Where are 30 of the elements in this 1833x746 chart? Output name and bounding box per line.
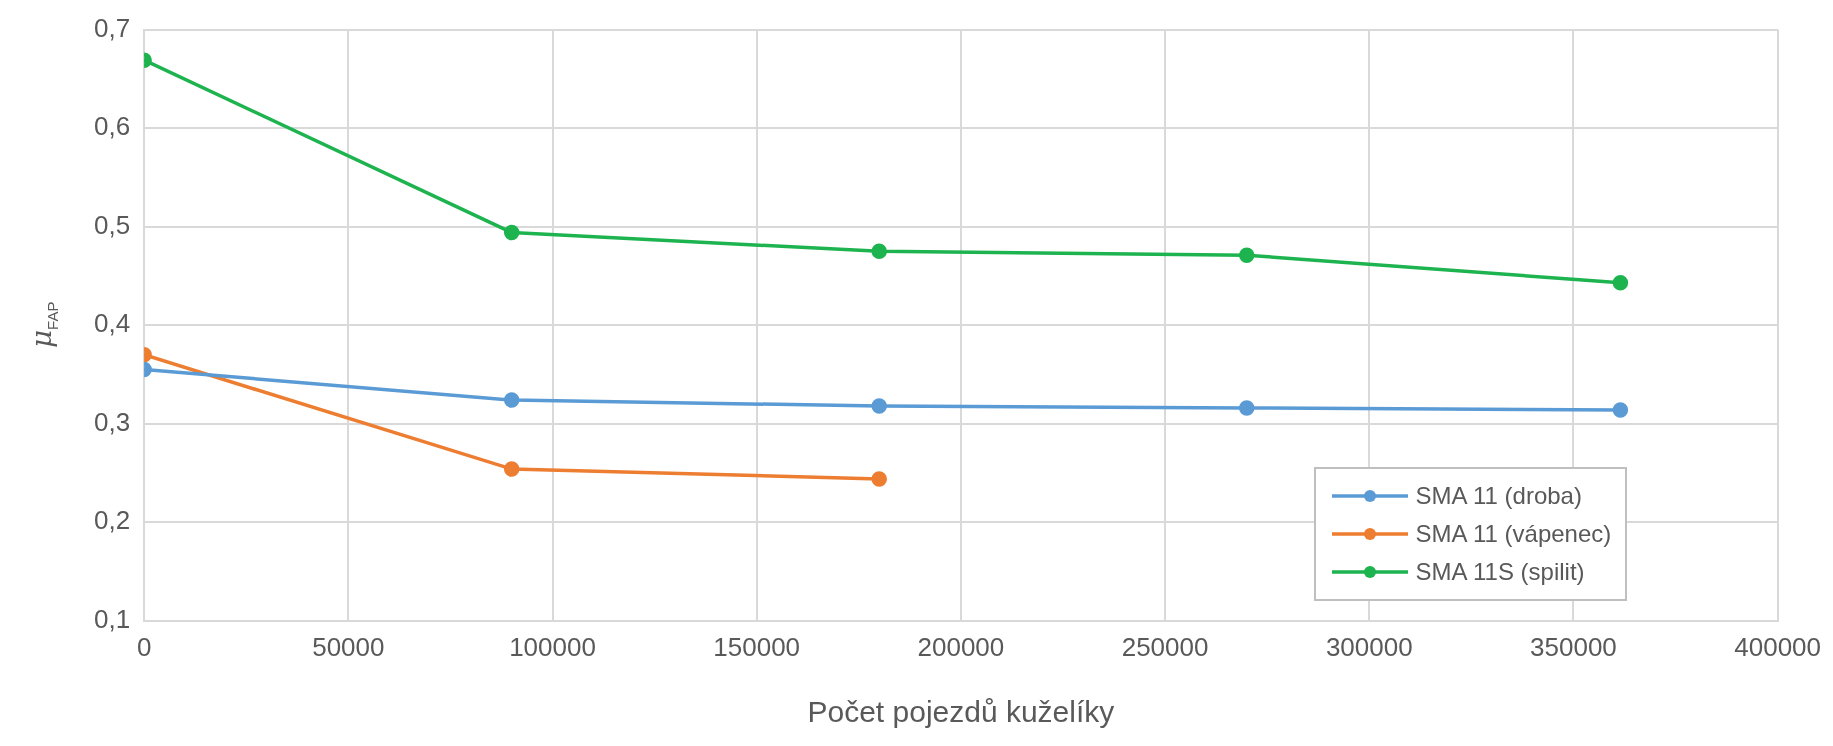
x-tick-label: 150000	[713, 631, 801, 662]
point	[871, 398, 887, 414]
x-tick-label: 250000	[1121, 631, 1209, 662]
point	[871, 471, 887, 487]
point	[1238, 247, 1255, 263]
legend-label: SMA 11S (spilit)	[1415, 557, 1585, 586]
y-tick-label: 0,7	[93, 12, 131, 43]
y-tick-label: 0,6	[93, 111, 131, 142]
point	[503, 224, 520, 241]
x-tick-label: 350000	[1530, 631, 1617, 662]
x-tick-label: 200000	[917, 631, 1005, 662]
y-tick-label: 0,2	[93, 505, 131, 536]
x-tick-label: 50000	[312, 631, 385, 662]
point	[503, 392, 520, 408]
x-tick-label: 300000	[1325, 631, 1413, 662]
legend-label: SMA 11 (vápenec)	[1415, 519, 1612, 548]
legend-label: SMA 11 (droba)	[1415, 481, 1582, 510]
x-tick-label: 400000	[1734, 631, 1821, 662]
x-tick-label: 0	[136, 631, 152, 662]
point	[871, 243, 887, 260]
point	[503, 461, 520, 477]
y-tick-label: 0,5	[93, 209, 131, 240]
point	[1612, 402, 1629, 418]
y-tick-label: 0,1	[93, 603, 131, 634]
x-tick-label: 100000	[509, 631, 596, 662]
point	[1612, 275, 1629, 291]
y-tick-label: 0,3	[93, 406, 131, 437]
y-tick-label: 0,4	[93, 308, 131, 339]
point	[1238, 400, 1255, 416]
x-axis-title: Počet pojezdů kuželíky	[807, 695, 1115, 729]
